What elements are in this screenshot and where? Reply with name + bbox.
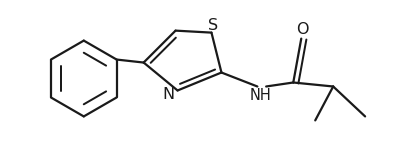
- Text: S: S: [208, 18, 218, 33]
- Text: N: N: [163, 87, 175, 102]
- Text: O: O: [296, 22, 308, 37]
- Text: NH: NH: [250, 88, 272, 103]
